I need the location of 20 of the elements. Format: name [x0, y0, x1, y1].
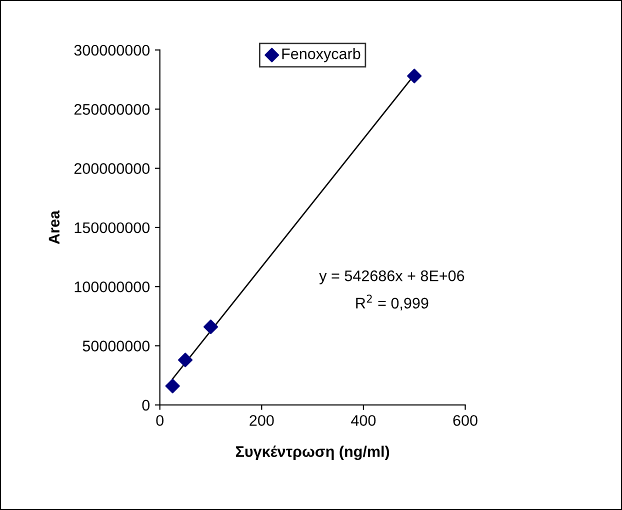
annotation: R$^{2}$ = 0,999: [356, 294, 428, 310]
x-tick-label: 0: [156, 415, 164, 426]
point: [203, 320, 218, 334]
x-axis-title: Συγκέντρωση (ng/ml): [236, 446, 390, 460]
y-tick-label: 50000000: [82, 340, 150, 352]
y-tick-label: 0: [142, 400, 150, 411]
y-tick-label: 300000000: [74, 44, 150, 56]
point: [178, 352, 193, 368]
x-tick-label: 200: [250, 415, 274, 426]
x-tick-label: 400: [351, 415, 376, 426]
point: [407, 68, 422, 84]
y-tick-label: 200000000: [74, 163, 150, 174]
y-tick-label: 150000000: [74, 222, 150, 234]
y-tick-label: 100000000: [74, 281, 150, 292]
y-tick-label: 250000000: [74, 104, 150, 115]
x-tick-label: 600: [453, 415, 478, 426]
y-axis-title: Area: [48, 210, 60, 244]
point: [165, 378, 180, 394]
annotation: y = 542686x + 8E+06: [319, 270, 464, 284]
legend-label: Fenoxycarb: [282, 48, 360, 62]
